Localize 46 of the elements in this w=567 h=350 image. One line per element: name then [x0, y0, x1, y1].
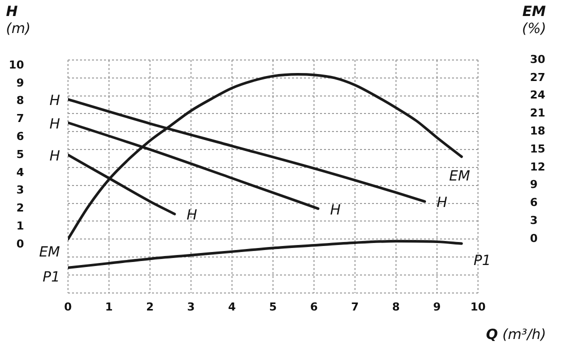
- series-label: H: [49, 148, 60, 165]
- y-tick-label: 4: [16, 166, 24, 179]
- x-tick-label: 1: [105, 300, 113, 314]
- y2-tick-label: 15: [530, 142, 546, 156]
- y2-tick-label: 18: [530, 124, 546, 138]
- x-tick-label: 3: [187, 300, 195, 314]
- y-tick-label: 3: [16, 184, 24, 197]
- y2-tick-label: 0: [530, 232, 538, 245]
- y-axis-title: H (m): [6, 4, 31, 37]
- y-tick-label: 6: [16, 130, 24, 143]
- series-label: H: [49, 116, 60, 132]
- text: H: [330, 202, 341, 218]
- y-tick-label: 0: [16, 237, 24, 250]
- y2-tick-label: 3: [530, 214, 538, 228]
- y-tick-label: 10: [8, 58, 24, 72]
- text: P1: [474, 253, 491, 270]
- y-tick-label: 2: [16, 202, 24, 215]
- y2-tick-label: 9: [530, 178, 538, 192]
- series-label: H: [49, 93, 60, 110]
- y2-axis-title: EM (%): [522, 4, 546, 37]
- series-label: EM: [39, 244, 60, 261]
- text: H: [436, 195, 448, 212]
- x-tick-label: 6: [310, 300, 318, 314]
- text: EM: [449, 168, 470, 184]
- x-tick-label: 5: [269, 300, 277, 314]
- x-axis-title: Q (m³/h): [486, 327, 546, 343]
- y2-tick-label: 12: [530, 160, 546, 174]
- y2-tick-label: 30: [530, 52, 546, 66]
- y-tick-label: 9: [16, 76, 24, 90]
- x-tick-label: 9: [433, 300, 441, 314]
- y-tick-label: 8: [16, 94, 24, 108]
- y-tick-label: 7: [16, 112, 24, 126]
- y2-tick-label: 6: [530, 196, 538, 210]
- x-tick-label: 8: [392, 300, 400, 314]
- y2-tick-label: 27: [530, 70, 546, 84]
- y2-tick-label: 24: [530, 88, 546, 102]
- x-tick-label: 10: [470, 300, 486, 314]
- x-tick-label: 4: [228, 300, 236, 314]
- y-tick-label: 5: [16, 148, 24, 161]
- x-tick-label: 2: [146, 300, 154, 314]
- x-tick-label: 7: [351, 300, 359, 314]
- series-label: P1: [42, 269, 60, 286]
- y2-tick-label: 21: [530, 106, 546, 120]
- text: H: [186, 208, 198, 224]
- y-tick-label: 1: [16, 220, 24, 233]
- x-tick-label: 0: [64, 300, 72, 314]
